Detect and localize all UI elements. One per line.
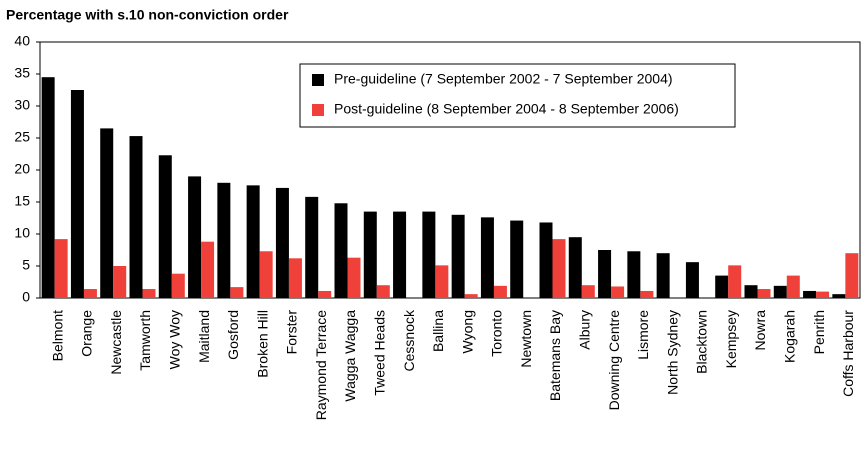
x-tick-label: Woy Woy bbox=[166, 310, 182, 369]
x-tick-label: Albury bbox=[576, 310, 592, 350]
y-tick-label: 35 bbox=[14, 65, 30, 81]
legend-label: Post-guideline (8 September 2004 - 8 Sep… bbox=[334, 101, 679, 117]
bar bbox=[318, 290, 332, 298]
x-tick-label: Broken Hill bbox=[254, 310, 270, 378]
bar bbox=[435, 265, 449, 298]
legend-label: Pre-guideline (7 September 2002 - 7 Sept… bbox=[334, 71, 673, 87]
bar bbox=[230, 287, 244, 298]
y-tick-label: 20 bbox=[14, 161, 30, 177]
bar bbox=[451, 214, 465, 298]
x-tick-label: Wagga Wagga bbox=[342, 310, 358, 402]
x-tick-label: Batemans Bay bbox=[547, 310, 563, 401]
bar bbox=[347, 257, 361, 298]
bar bbox=[334, 203, 348, 298]
y-tick-label: 25 bbox=[14, 129, 30, 145]
bar bbox=[217, 182, 231, 298]
x-tick-label: Coffs Harbour bbox=[840, 310, 856, 397]
x-tick-label: Wyong bbox=[459, 310, 475, 353]
bar bbox=[832, 294, 846, 298]
bar bbox=[757, 289, 771, 298]
x-tick-label: North Sydney bbox=[664, 310, 680, 395]
bar bbox=[464, 294, 478, 298]
x-tick-label: Newtown bbox=[518, 310, 534, 368]
y-tick-label: 30 bbox=[14, 97, 30, 113]
bar bbox=[744, 285, 758, 298]
x-tick-label: Downing Centre bbox=[606, 310, 622, 411]
bar bbox=[188, 176, 202, 298]
bar bbox=[786, 275, 800, 298]
bar bbox=[803, 290, 817, 298]
bar bbox=[685, 262, 699, 298]
bar bbox=[728, 265, 742, 298]
bar bbox=[41, 77, 55, 298]
bar bbox=[158, 155, 172, 298]
x-tick-label: Tamworth bbox=[137, 310, 153, 371]
bar bbox=[627, 251, 641, 298]
bar bbox=[376, 285, 390, 298]
bar bbox=[201, 241, 215, 298]
x-tick-label: Ballina bbox=[430, 310, 446, 352]
y-tick-label: 15 bbox=[14, 193, 30, 209]
bar bbox=[288, 258, 302, 298]
y-tick-label: 40 bbox=[14, 33, 30, 49]
x-tick-label: Kogarah bbox=[781, 310, 797, 363]
legend-box bbox=[299, 63, 736, 128]
bar bbox=[246, 185, 260, 298]
bar bbox=[393, 211, 407, 298]
bar bbox=[142, 289, 156, 298]
legend-swatch bbox=[312, 74, 324, 86]
bar bbox=[275, 187, 289, 298]
bar bbox=[363, 211, 377, 298]
x-tick-label: Kempsey bbox=[723, 310, 739, 368]
x-tick-label: Penrith bbox=[811, 310, 827, 354]
x-tick-label: Maitland bbox=[196, 310, 212, 363]
x-tick-label: Lismore bbox=[635, 310, 651, 360]
x-tick-label: Newcastle bbox=[108, 310, 124, 375]
bar bbox=[816, 291, 830, 298]
bar bbox=[539, 222, 553, 298]
bar bbox=[171, 273, 185, 298]
bar bbox=[640, 290, 654, 298]
bar bbox=[113, 266, 127, 298]
bar bbox=[611, 286, 625, 298]
x-tick-label: Blacktown bbox=[694, 310, 710, 374]
bar bbox=[259, 251, 273, 298]
x-tick-label: Belmont bbox=[49, 310, 65, 361]
x-tick-label: Toronto bbox=[489, 310, 505, 357]
bar bbox=[70, 90, 84, 298]
bar bbox=[552, 239, 566, 298]
bar bbox=[598, 250, 612, 298]
legend-swatch bbox=[312, 104, 324, 116]
x-tick-label: Raymond Terrace bbox=[313, 310, 329, 420]
y-tick-label: 5 bbox=[22, 257, 30, 273]
bar bbox=[715, 275, 729, 298]
bar bbox=[422, 211, 436, 298]
bar bbox=[581, 285, 595, 298]
bar bbox=[656, 253, 670, 298]
x-tick-label: Forster bbox=[284, 310, 300, 355]
bar bbox=[129, 136, 143, 298]
x-tick-label: Gosford bbox=[225, 310, 241, 360]
y-tick-label: 0 bbox=[22, 289, 30, 305]
bar bbox=[100, 128, 114, 298]
bar bbox=[773, 285, 787, 298]
y-tick-label: 10 bbox=[14, 225, 30, 241]
bar bbox=[510, 220, 524, 298]
bar bbox=[305, 196, 319, 298]
bar bbox=[568, 237, 582, 298]
bar bbox=[83, 289, 97, 298]
x-tick-label: Orange bbox=[79, 310, 95, 357]
x-tick-label: Nowra bbox=[752, 310, 768, 351]
chart-title: Percentage with s.10 non-conviction orde… bbox=[6, 7, 289, 23]
x-tick-label: Tweed Heads bbox=[371, 310, 387, 396]
bar bbox=[54, 239, 68, 298]
bar bbox=[493, 285, 507, 298]
bar bbox=[480, 217, 494, 298]
x-tick-label: Cessnock bbox=[401, 309, 417, 371]
bar bbox=[845, 253, 859, 298]
